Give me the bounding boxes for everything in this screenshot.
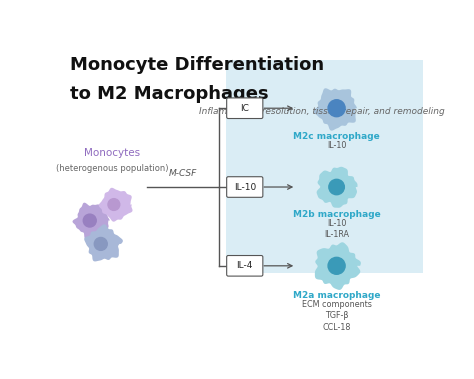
Circle shape: [328, 257, 345, 274]
Polygon shape: [314, 88, 357, 131]
Text: Monocytes: Monocytes: [84, 149, 141, 158]
Polygon shape: [73, 203, 109, 239]
Text: IL-4: IL-4: [237, 261, 253, 270]
Polygon shape: [99, 188, 133, 222]
FancyBboxPatch shape: [227, 255, 263, 276]
FancyBboxPatch shape: [227, 177, 263, 197]
Text: Monocyte Differentiation: Monocyte Differentiation: [70, 56, 324, 74]
Text: M2a macrophage: M2a macrophage: [293, 291, 380, 300]
Text: (heterogenous population): (heterogenous population): [56, 164, 169, 172]
FancyBboxPatch shape: [227, 98, 263, 119]
Text: IL-10: IL-10: [327, 141, 346, 150]
Circle shape: [108, 199, 120, 210]
Circle shape: [329, 179, 344, 195]
Polygon shape: [84, 224, 123, 262]
Text: M-CSF: M-CSF: [169, 169, 197, 178]
Text: Inflammation resolution, tissue repair, and remodeling: Inflammation resolution, tissue repair, …: [199, 106, 445, 116]
Circle shape: [94, 238, 107, 251]
Text: IL-10: IL-10: [234, 183, 256, 191]
Text: IL-10
IL-1RA: IL-10 IL-1RA: [324, 219, 349, 240]
FancyBboxPatch shape: [227, 60, 423, 273]
Text: to M2 Macrophages: to M2 Macrophages: [70, 85, 269, 103]
Text: M2b macrophage: M2b macrophage: [293, 210, 381, 219]
Text: IC: IC: [240, 104, 249, 113]
Text: M2c macrophage: M2c macrophage: [293, 132, 380, 141]
Text: ECM components
TGF-β
CCL-18: ECM components TGF-β CCL-18: [301, 300, 372, 332]
Circle shape: [328, 100, 345, 117]
Polygon shape: [317, 167, 357, 208]
Polygon shape: [315, 242, 361, 290]
Circle shape: [83, 214, 96, 227]
